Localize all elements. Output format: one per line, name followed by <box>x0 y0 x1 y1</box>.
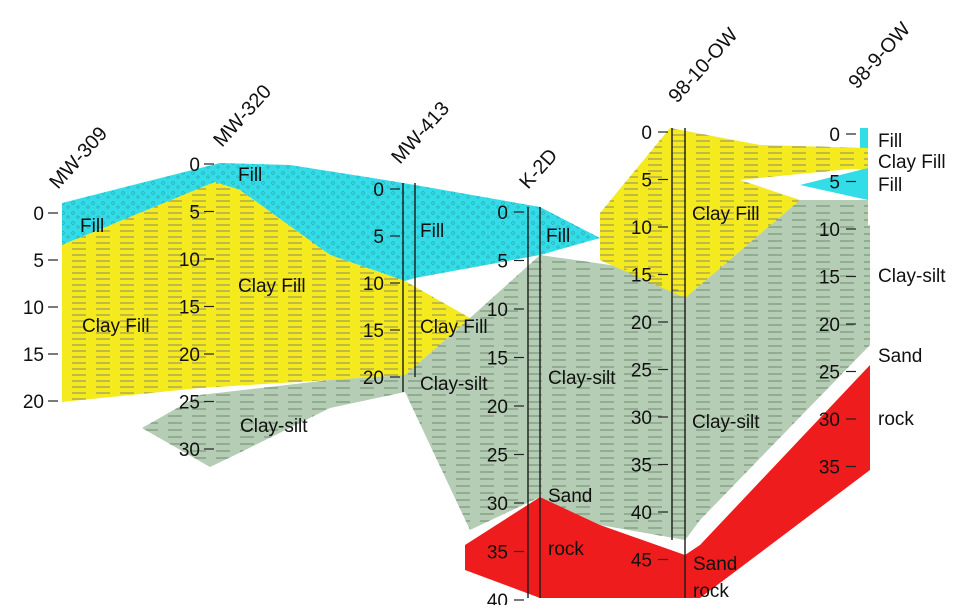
depth-label-w9810-2: 10 <box>631 218 652 239</box>
depth-label-w9810-6: 30 <box>631 408 652 429</box>
depth-label-mw309-1: 5 <box>33 251 44 272</box>
depth-label-mw413-3: 15 <box>363 321 384 342</box>
clayfill-stratum-9810-texture <box>600 128 860 298</box>
depth-label-mw320-5: 25 <box>179 393 200 414</box>
label-clayfill-413: Clay Fill <box>420 317 488 338</box>
label-sand-989: Sand <box>878 346 922 367</box>
depth-label-mw320-3: 15 <box>179 298 200 319</box>
strata-layer <box>62 128 870 598</box>
depth-label-k2d-0: 0 <box>497 203 508 224</box>
label-claysilt-9810: Clay-silt <box>692 412 760 433</box>
depth-label-mw320-1: 5 <box>189 203 200 224</box>
label-rock-989: rock <box>878 409 914 430</box>
claysilt-stratum-west-texture <box>142 375 405 467</box>
depth-label-w989-7: 35 <box>819 458 840 479</box>
label-rock-k2d: rock <box>548 539 584 560</box>
depth-label-mw309-4: 20 <box>23 392 44 413</box>
stratum-labels: Fill Clay Fill Fill Clay Fill Clay-silt … <box>80 131 946 602</box>
depth-label-mw320-2: 10 <box>179 250 200 271</box>
label-claysilt-413: Clay-silt <box>420 374 488 395</box>
label-clayfill-9810: Clay Fill <box>692 204 760 225</box>
depth-label-w9810-9: 45 <box>631 551 652 572</box>
depth-label-k2d-6: 30 <box>487 494 508 515</box>
depth-label-mw320-6: 30 <box>179 440 200 461</box>
well-title-k2d: K-2D <box>515 145 562 194</box>
depth-label-k2d-3: 15 <box>487 349 508 370</box>
clayfill-wedge-413-texture <box>405 281 470 375</box>
claysilt-stratum-989-texture <box>685 200 868 540</box>
well-title-mw309: MW-309 <box>45 123 112 194</box>
clayfill-stratum-989-texture <box>760 145 868 170</box>
depth-label-k2d-7: 35 <box>487 543 508 564</box>
label-sand-k2d: Sand <box>548 486 592 507</box>
depth-label-mw413-1: 5 <box>373 227 384 248</box>
label-clayfill-989: Clay Fill <box>878 152 946 173</box>
depth-label-mw309-0: 0 <box>33 204 44 225</box>
depth-label-w989-3: 15 <box>819 268 840 289</box>
depth-label-w989-4: 20 <box>819 315 840 336</box>
label-fill-413: Fill <box>420 221 444 242</box>
depth-label-w989-5: 25 <box>819 363 840 384</box>
well-title-mw320: MW-320 <box>209 81 276 152</box>
label-claysilt-k2d: Clay-silt <box>548 368 616 389</box>
depth-label-mw309-3: 15 <box>23 345 44 366</box>
label-fill-k2d: Fill <box>546 226 570 247</box>
depth-label-w989-2: 10 <box>819 220 840 241</box>
rock-stratum <box>465 365 870 598</box>
depth-label-w989-0: 0 <box>829 125 840 146</box>
label-rock-9810: rock <box>693 581 729 602</box>
depth-label-w9810-8: 40 <box>631 503 652 524</box>
well-title-9810: 98-10-OW <box>664 24 742 107</box>
depth-label-w989-6: 30 <box>819 410 840 431</box>
label-claysilt-989: Clay-silt <box>878 266 946 287</box>
well-title-989: 98-9-OW <box>844 18 915 93</box>
fill-stratum-west-texture <box>62 163 600 281</box>
depth-label-k2d-5: 25 <box>487 446 508 467</box>
label-claysilt-320: Clay-silt <box>240 416 308 437</box>
label-fill-309: Fill <box>80 216 104 237</box>
depth-label-w9810-1: 5 <box>641 171 652 192</box>
depth-label-w9810-3: 15 <box>631 266 652 287</box>
depth-label-mw320-0: 0 <box>189 155 200 176</box>
label-sand-9810: Sand <box>693 554 737 575</box>
label-fill1-989: Fill <box>878 131 902 152</box>
depth-label-w9810-0: 0 <box>641 123 652 144</box>
depth-label-k2d-4: 20 <box>487 397 508 418</box>
depth-label-mw413-4: 20 <box>363 368 384 389</box>
depth-label-mw413-0: 0 <box>373 180 384 201</box>
depth-label-mw320-4: 20 <box>179 345 200 366</box>
label-clayfill-309: Clay Fill <box>82 316 150 337</box>
depth-label-mw413-2: 10 <box>363 274 384 295</box>
well-title-mw413: MW-413 <box>387 98 454 169</box>
borehole-logs <box>402 128 686 598</box>
depth-label-k2d-2: 10 <box>487 300 508 321</box>
depth-label-mw309-2: 10 <box>23 298 44 319</box>
fill-stratum-989-lower <box>800 168 868 200</box>
label-fill2-989: Fill <box>878 175 902 196</box>
label-clayfill-320: Clay Fill <box>238 276 306 297</box>
depth-scales: 0 5 10 15 20 0 5 10 15 20 25 30 0 5 10 15 20 0 5 10 15 20 25 30… <box>23 123 856 610</box>
clayfill-stratum-west-texture <box>62 182 405 402</box>
depth-label-w9810-5: 25 <box>631 361 652 382</box>
depth-label-w9810-4: 20 <box>631 313 652 334</box>
depth-label-w9810-7: 35 <box>631 456 652 477</box>
depth-label-w989-1: 5 <box>829 173 840 194</box>
depth-label-k2d-1: 5 <box>497 252 508 273</box>
label-fill-320: Fill <box>238 165 262 186</box>
depth-label-k2d-8: 40 <box>487 591 508 605</box>
